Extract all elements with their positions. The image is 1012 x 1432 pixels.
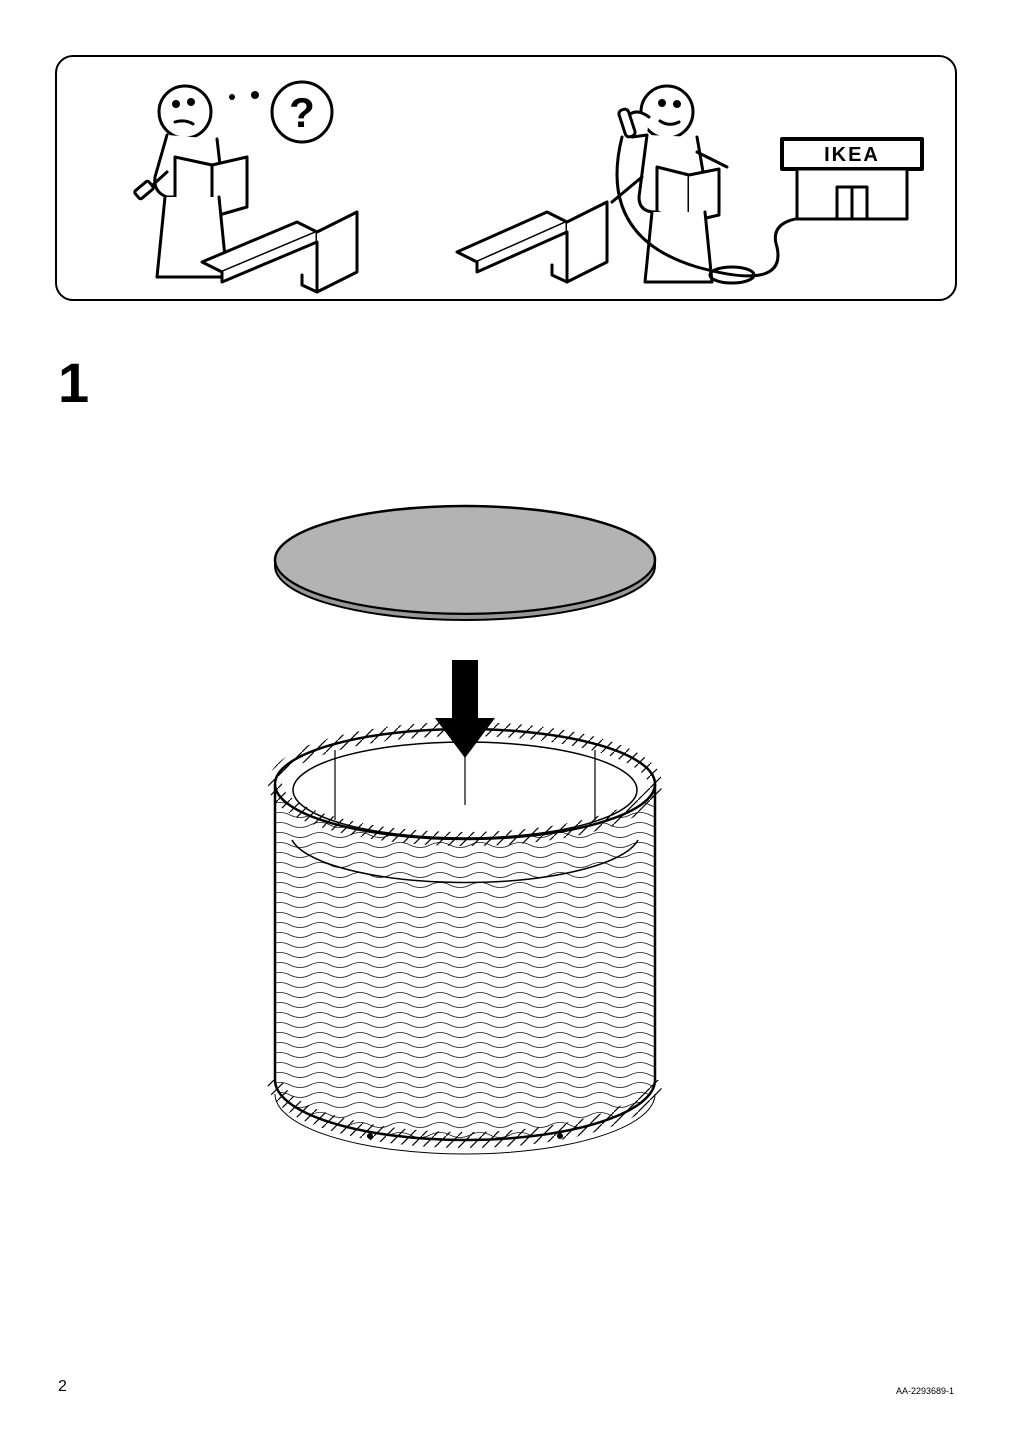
svg-text:?: ? — [289, 89, 315, 136]
step-number: 1 — [58, 350, 89, 415]
help-illustration: ? — [57, 57, 959, 303]
assembly-diagram — [230, 500, 700, 1180]
woven-basket — [275, 729, 655, 1154]
document-id: AA-2293689-1 — [896, 1386, 954, 1396]
ikea-label: IKEA — [824, 144, 880, 166]
help-panel: ? — [55, 55, 957, 301]
page-number: 2 — [58, 1378, 67, 1396]
instruction-page: ? — [0, 0, 1012, 1432]
